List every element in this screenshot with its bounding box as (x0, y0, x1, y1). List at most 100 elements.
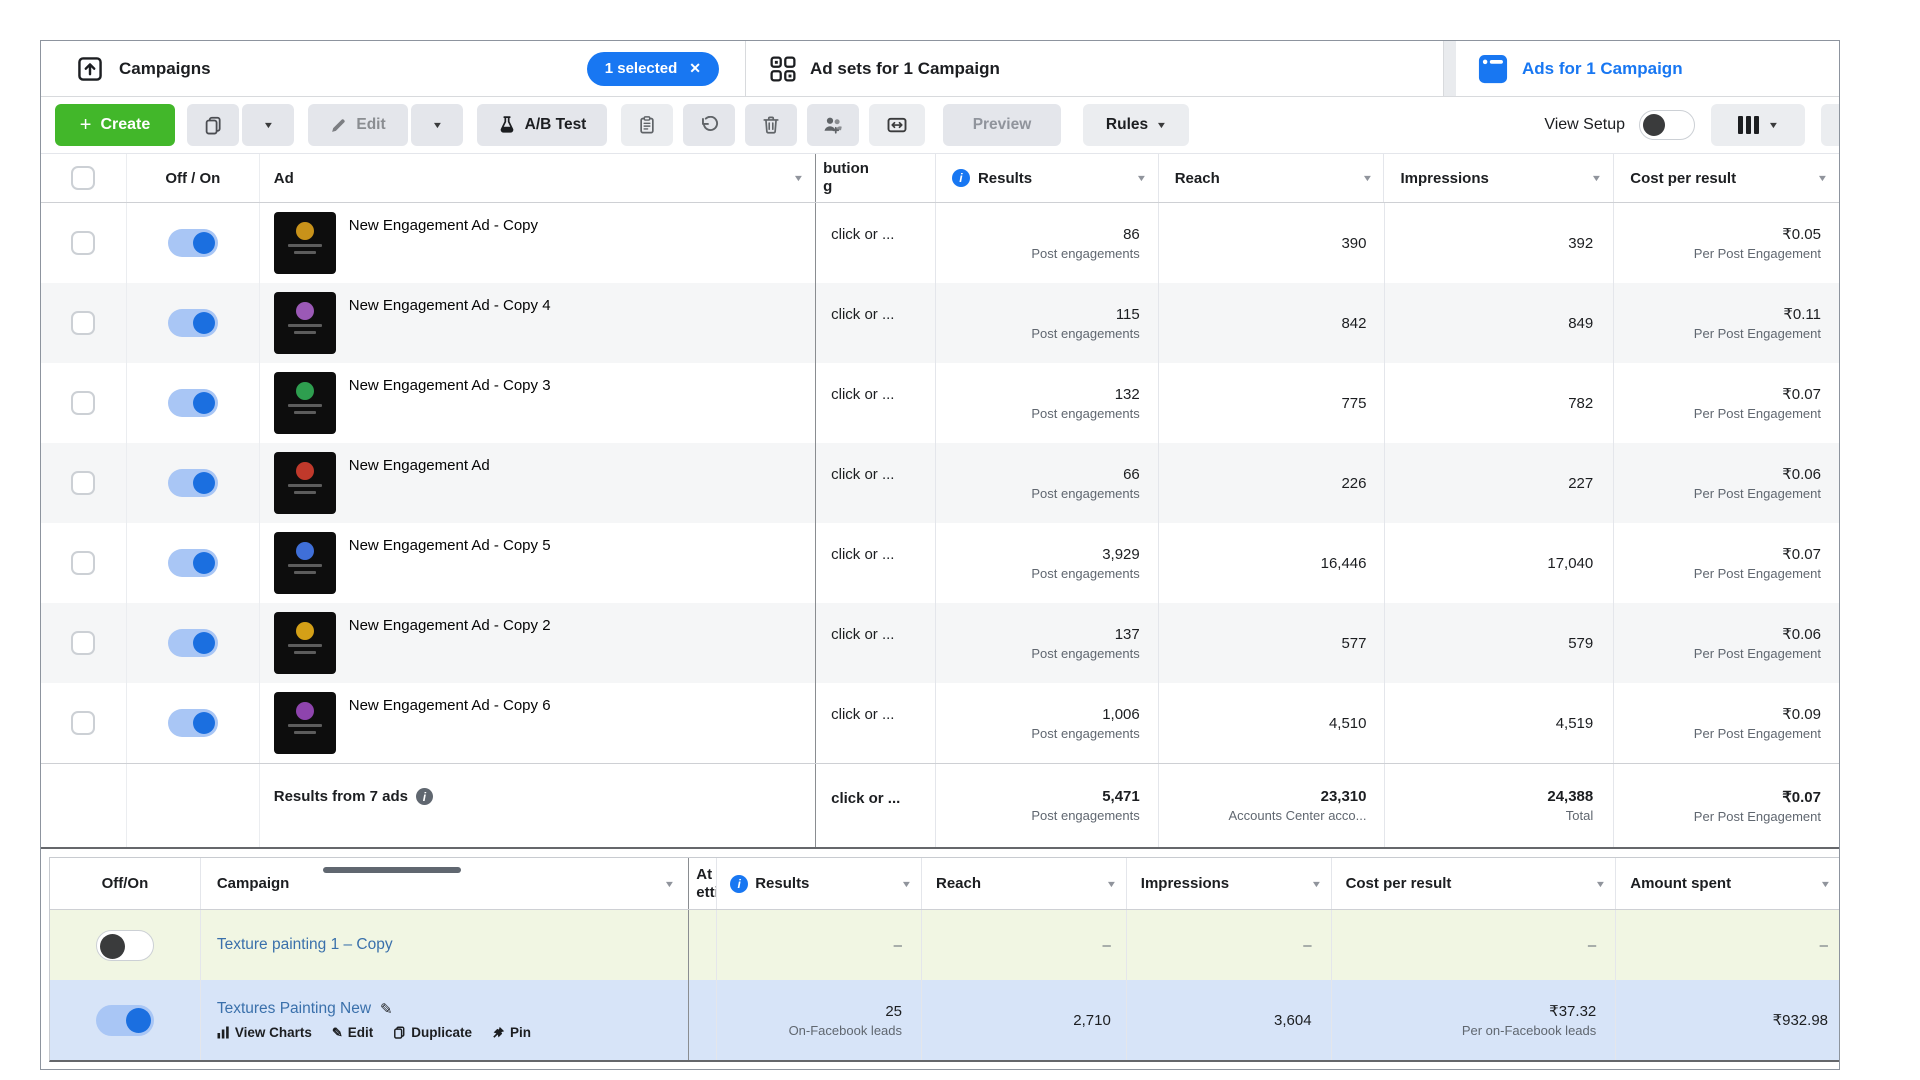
campaign-name-link[interactable]: Texture painting 1 – Copy (216, 936, 393, 953)
ad-name-link[interactable]: New Engagement Ad - Copy (348, 217, 539, 234)
tab-campaigns[interactable]: Campaigns 1 selected ✕ (41, 41, 746, 96)
ad-thumbnail[interactable] (273, 532, 336, 594)
attribution-cell: click or ... (815, 683, 935, 763)
sort-caret-icon[interactable]: ▼ (1816, 173, 1829, 183)
info-icon[interactable]: i (951, 169, 970, 187)
results-value: 132 (1114, 385, 1140, 403)
edit-dropdown-button[interactable]: ▼ (411, 104, 463, 146)
paste-button[interactable] (621, 104, 673, 146)
ad-toggle[interactable] (167, 309, 218, 337)
cost-column-header[interactable]: Cost per result ▼ (1613, 154, 1839, 202)
campaign-toggle[interactable] (95, 1004, 154, 1036)
results-column-header[interactable]: i Results ▼ (716, 858, 921, 909)
ad-thumbnail[interactable] (273, 692, 336, 754)
campaign-column-header[interactable]: Campaign ▼ (199, 858, 688, 909)
row-checkbox[interactable] (71, 711, 96, 735)
toggle-knob (1643, 113, 1665, 136)
row-hover-actions: View Charts ✎ Edit Duplicate Pin (217, 1025, 531, 1041)
row-checkbox[interactable] (71, 231, 96, 255)
row-checkbox[interactable] (71, 391, 96, 415)
campaign-row-selected[interactable]: Textures Painting New ✎ View Charts ✎ Ed… (50, 980, 1839, 1060)
info-icon[interactable]: i (415, 788, 433, 805)
ad-toggle[interactable] (167, 709, 218, 737)
select-all-checkbox[interactable] (71, 166, 96, 190)
delete-button[interactable] (745, 104, 797, 146)
clipped-toolbar-button[interactable] (1821, 104, 1839, 146)
toggle-knob (192, 552, 215, 574)
row-checkbox[interactable] (71, 311, 96, 335)
edit-button[interactable]: Edit (308, 104, 408, 146)
ad-toggle[interactable] (167, 389, 218, 417)
sort-caret-icon[interactable]: ▼ (1594, 878, 1607, 889)
sort-caret-icon[interactable]: ▼ (792, 173, 805, 183)
ad-thumbnail[interactable] (273, 292, 336, 354)
ad-thumbnail[interactable] (273, 452, 336, 514)
ad-thumbnail[interactable] (273, 372, 336, 434)
view-setup-toggle[interactable] (1639, 110, 1695, 140)
ad-toggle[interactable] (167, 629, 218, 657)
duplicate-button[interactable] (187, 104, 239, 146)
cost-column-header[interactable]: Cost per result ▼ (1330, 858, 1616, 909)
reach-column-header[interactable]: Reach ▼ (1157, 154, 1384, 202)
preview-button[interactable]: Preview (943, 104, 1061, 146)
ab-test-button[interactable]: A/B Test (477, 104, 607, 146)
undo-button[interactable] (683, 104, 735, 146)
view-charts-action[interactable]: View Charts (217, 1025, 312, 1040)
ad-column-header[interactable]: Ad ▼ (258, 154, 815, 202)
rules-button[interactable]: Rules ▼ (1083, 104, 1189, 146)
row-checkbox[interactable] (71, 631, 96, 655)
ad-name-link[interactable]: New Engagement Ad (348, 457, 490, 474)
impressions-column-header[interactable]: Impressions ▼ (1383, 154, 1613, 202)
sort-caret-icon[interactable]: ▼ (1310, 878, 1322, 889)
create-button[interactable]: + Create (55, 104, 175, 146)
ad-toggle[interactable] (167, 549, 218, 577)
horizontal-scrollbar[interactable] (323, 867, 461, 873)
campaign-toggle[interactable] (95, 929, 154, 961)
campaign-row-draft[interactable]: Texture painting 1 – Copy – – – – – (50, 910, 1839, 980)
toggle-knob (192, 632, 215, 654)
ad-name-link[interactable]: New Engagement Ad - Copy 2 (348, 617, 551, 634)
reach-column-header[interactable]: Reach ▼ (921, 858, 1126, 909)
columns-button[interactable]: ▼ (1711, 104, 1805, 146)
duplicate-dropdown-button[interactable]: ▼ (242, 104, 294, 146)
sort-caret-icon[interactable]: ▼ (1819, 878, 1832, 889)
ad-name-link[interactable]: New Engagement Ad - Copy 6 (348, 697, 551, 714)
export-button[interactable] (869, 104, 925, 146)
ad-name-link[interactable]: New Engagement Ad - Copy 4 (348, 297, 551, 314)
row-checkbox[interactable] (71, 551, 96, 575)
ad-toggle[interactable] (167, 469, 218, 497)
ad-name-link[interactable]: New Engagement Ad - Copy 5 (348, 537, 551, 554)
clear-selection-icon[interactable]: ✕ (689, 60, 701, 76)
row-checkbox[interactable] (71, 471, 96, 495)
results-column-header[interactable]: i Results ▼ (934, 154, 1158, 202)
ad-name-link[interactable]: New Engagement Ad - Copy 3 (348, 377, 551, 394)
edit-action[interactable]: ✎ Edit (331, 1024, 374, 1041)
tab-ads-active[interactable]: Ads for 1 Campaign (1456, 41, 1839, 96)
sort-caret-icon[interactable]: ▼ (1135, 173, 1148, 183)
tab-adsets[interactable]: Ad sets for 1 Campaign (746, 41, 1444, 96)
audience-button[interactable] (807, 104, 859, 146)
rename-pencil-icon[interactable]: ✎ (380, 1000, 393, 1018)
results-label: On-Facebook leads (788, 1022, 903, 1038)
chevron-down-icon: ▼ (1155, 120, 1168, 130)
ad-thumbnail[interactable] (273, 212, 336, 274)
results-label: Post engagements (1031, 405, 1140, 421)
selected-count-badge[interactable]: 1 selected ✕ (586, 51, 719, 86)
sort-caret-icon[interactable]: ▼ (1105, 878, 1118, 889)
cost-value: ₹0.11 (1783, 306, 1821, 323)
amount-spent-column-header[interactable]: Amount spent ▼ (1615, 858, 1839, 909)
impressions-column-header[interactable]: Impressions ▼ (1125, 858, 1331, 909)
summary-reach-label: Accounts Center acco... (1228, 808, 1367, 823)
pin-action[interactable]: Pin (492, 1025, 531, 1040)
duplicate-action[interactable]: Duplicate (393, 1025, 472, 1040)
ad-toggle[interactable] (167, 229, 218, 257)
flask-icon (500, 116, 513, 133)
ad-thumbnail[interactable] (273, 612, 336, 674)
sort-caret-icon[interactable]: ▼ (1361, 173, 1373, 183)
info-icon[interactable]: i (730, 874, 749, 893)
sort-caret-icon[interactable]: ▼ (900, 878, 913, 889)
campaign-name-link[interactable]: Textures Painting New (216, 999, 372, 1017)
sort-caret-icon[interactable]: ▼ (663, 878, 676, 889)
sort-caret-icon[interactable]: ▼ (1590, 173, 1603, 183)
